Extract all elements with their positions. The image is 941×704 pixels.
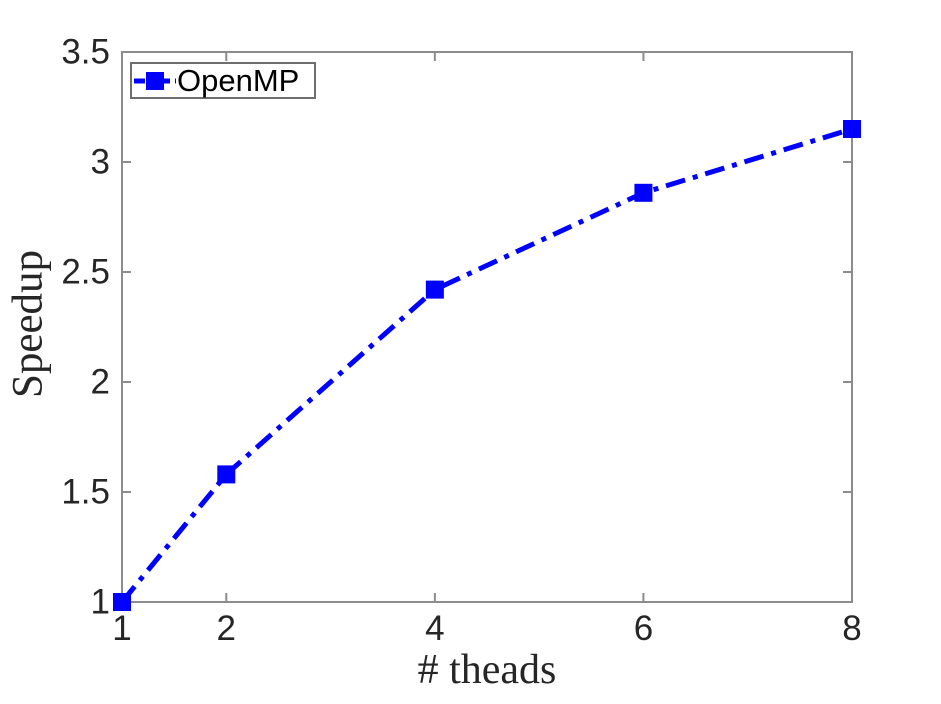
x-tick-label: 1 xyxy=(112,609,131,648)
series-marker xyxy=(634,183,653,202)
legend: OpenMP xyxy=(130,62,316,99)
series-marker xyxy=(217,465,236,484)
y-tick-label: 2 xyxy=(91,363,110,402)
legend-line-sample xyxy=(134,71,176,90)
series-line xyxy=(120,126,853,604)
y-tick-label: 3.5 xyxy=(61,33,110,72)
y-axis-label: Speedup xyxy=(4,249,52,399)
x-tick-label: 2 xyxy=(217,609,236,648)
x-tick-label: 4 xyxy=(425,609,444,648)
legend-sample-marker xyxy=(146,71,164,90)
legend-label: OpenMP xyxy=(177,63,300,98)
x-tick-label: 8 xyxy=(842,609,861,648)
series-marker xyxy=(113,593,131,611)
axes-box xyxy=(121,51,853,603)
y-tick-label: 3 xyxy=(91,143,110,182)
x-axis-label: # theads xyxy=(417,647,557,693)
series-marker xyxy=(425,280,444,299)
x-tick-label: 6 xyxy=(634,609,653,648)
y-tick-label: 2.5 xyxy=(61,253,110,292)
y-tick-label: 1 xyxy=(91,583,110,622)
y-tick-label: 1.5 xyxy=(61,473,110,512)
series-marker xyxy=(843,120,861,138)
